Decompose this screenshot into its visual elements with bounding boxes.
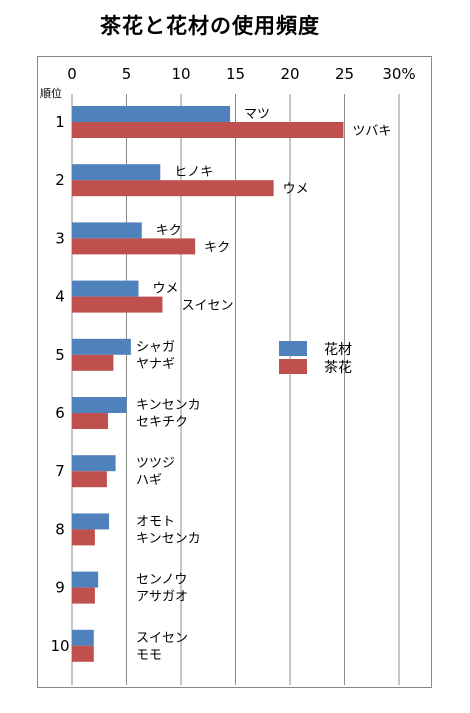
bar-chabana	[72, 413, 108, 429]
x-tick-label: 15	[226, 65, 245, 83]
bar-label-kazai: マツ	[244, 107, 270, 122]
rank-label: 1	[55, 113, 65, 131]
bar-label-chabana: ツバキ	[352, 124, 391, 139]
bar-label-chabana: ウメ	[283, 182, 309, 197]
x-tick-label: 20	[280, 65, 299, 83]
bar-kazai	[72, 397, 127, 413]
bar-chabana	[72, 354, 114, 371]
bar-label-chabana: キンセンカ	[136, 531, 201, 546]
bar-kazai	[72, 629, 94, 646]
bar-label-chabana: キク	[204, 240, 230, 255]
bar-chabana	[72, 587, 95, 604]
bar-label-kazai: シャガ	[136, 340, 175, 355]
rank-label: 2	[55, 171, 65, 189]
legend-label-chabana: 茶花	[324, 360, 352, 376]
x-tick-label: 25	[335, 65, 354, 83]
bar-label-kazai: オモト	[136, 514, 175, 529]
chart-title: 茶花と花材の使用頻度	[100, 14, 320, 38]
bar-label-kazai: ヒノキ	[174, 165, 213, 180]
x-tick-label: 10	[171, 65, 190, 83]
bar-chabana	[72, 122, 344, 138]
bar-label-chabana: セキチク	[136, 415, 188, 430]
rank-label: 8	[55, 520, 65, 538]
x-tick-label: 30%	[382, 65, 415, 83]
bar-label-chabana: モモ	[136, 648, 162, 663]
bar-chabana	[72, 238, 196, 255]
bar-chabana	[72, 180, 274, 197]
x-tick-label: 0	[67, 65, 77, 83]
bar-label-kazai: スイセン	[136, 631, 188, 646]
bar-kazai	[72, 106, 231, 122]
bar-label-kazai: キンセンカ	[136, 398, 201, 413]
bar-chabana	[72, 645, 94, 662]
bar-kazai	[72, 513, 110, 530]
bar-kazai	[72, 222, 142, 239]
bar-chabana	[72, 296, 163, 313]
bar-label-chabana: スイセン	[181, 299, 233, 314]
rank-label: 3	[55, 229, 65, 247]
bar-label-chabana: ハギ	[136, 473, 162, 488]
bar-kazai	[72, 164, 161, 181]
rank-label: 10	[50, 637, 69, 655]
bar-kazai	[72, 455, 116, 472]
legend-swatch-kazai	[279, 341, 307, 356]
rank-label: 4	[55, 288, 65, 306]
legend-swatch-chabana	[279, 359, 307, 374]
rank-label: 9	[55, 579, 65, 597]
bar-kazai	[72, 571, 99, 588]
rank-label: 7	[55, 462, 65, 480]
rank-header: 順位	[40, 86, 62, 100]
bar-kazai	[72, 280, 139, 297]
bar-label-kazai: ツツジ	[136, 456, 175, 471]
bar-label-chabana: アサガオ	[136, 590, 188, 605]
bar-chabana	[72, 471, 107, 488]
bar-label-kazai: ウメ	[152, 282, 178, 297]
rank-label: 5	[55, 346, 65, 364]
bar-label-kazai: キク	[156, 223, 182, 238]
legend-label-kazai: 花材	[324, 342, 352, 358]
bar-kazai	[72, 338, 131, 355]
rank-label: 6	[55, 404, 65, 422]
bar-chabana	[72, 529, 95, 546]
x-tick-label: 5	[122, 65, 132, 83]
bar-label-chabana: ヤナギ	[136, 357, 175, 372]
bar-label-kazai: センノウ	[136, 573, 187, 588]
chart-frame: 0 5 10 15 20 25 30% 順位 1 マツ ツバキ 2 ヒノキ ウメ 3 キク キク 4 ウメ スイセン 5…	[37, 56, 432, 688]
